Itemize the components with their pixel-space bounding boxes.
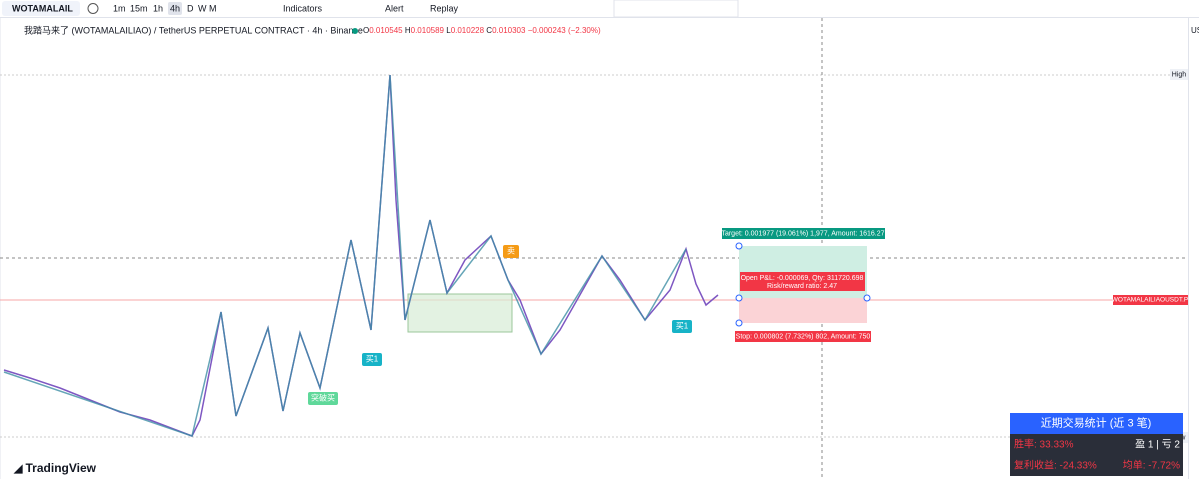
zigzag [3,74,719,437]
interval[interactable]: D [187,3,194,13]
legend-title: 我踏马来了 (WOTAMALAILIAO) / TetherUS PERPETU… [24,24,363,35]
c-label: C [486,26,492,35]
buy-label: 买1 [366,355,379,364]
logo-mark: ◢ [13,463,26,475]
legend-ohlc: O0.010545 H0.010589 L0.010228 C0.010303 … [363,26,601,35]
rr-text: Risk/reward ratio: 2.47 [767,283,837,290]
compound: 复利收益: -24.33% [1014,459,1097,472]
symbol-box[interactable] [2,1,80,16]
logo-text: TradingView [26,461,97,475]
toolbar [0,0,1199,17]
handle[interactable] [863,294,871,302]
zigzag-2 [3,74,687,437]
handle[interactable] [735,319,743,327]
breakout-label: 突破买 [311,393,335,403]
interval[interactable]: M [209,3,217,13]
alert[interactable]: Alert [385,3,404,13]
interval[interactable]: 4h [170,3,180,13]
interval[interactable]: 1m [113,3,126,13]
sell-marker [503,245,519,258]
pnl-text: Open P&L: -0.000069, Qty: 311720.698 [741,275,864,282]
range-box [407,293,513,333]
o-value: 0.010545 [369,26,403,35]
avg: 均单: -7.72% [1123,460,1180,472]
axis-unit: US [1191,26,1199,35]
drawing-toolbar [613,0,739,18]
stop-box [735,331,871,342]
h-value: 0.010589 [411,26,445,35]
target-text: Target: 0.001977 (19.061%) 1,977, Amount… [721,230,884,237]
breakout-marker [308,392,338,405]
pnl-box [740,272,865,291]
stats-title: 近期交易统计 (近 3 笔) [1041,415,1152,429]
sell-label: 卖 [507,247,515,256]
indicators[interactable]: Indicators [283,3,323,13]
h-label: H [405,26,411,35]
interval-selected [168,2,182,15]
handle[interactable] [735,294,743,302]
logo[interactable]: ◢ TradingView [13,461,97,475]
high-tag [1170,69,1188,80]
replay[interactable]: Replay [430,3,459,13]
stop-zone [739,298,867,323]
stats-body [1010,434,1183,476]
status-dot [352,28,358,34]
handle[interactable] [735,242,743,250]
buy-label-2: 买1 [676,322,689,331]
c-value: 0.010303 [492,26,526,35]
o-label: O [363,26,369,35]
l-label: L [446,26,451,35]
win-rate: 胜率: 33.33% [1014,438,1074,451]
win-loss: 盈 1 | 亏 2 [1135,439,1180,451]
interval[interactable]: W [198,3,207,13]
target-box [722,228,885,239]
stats-header [1010,413,1183,434]
buy-marker-2 [672,320,692,333]
change: −0.000243 (−2.30%) [528,26,601,35]
high-text: High [1172,71,1187,78]
interval[interactable]: 1h [153,3,163,13]
l-value: 0.010228 [451,26,485,35]
stop-text: Stop: 0.000802 (7.732%) 802, Amount: 750 [736,333,871,340]
symbol-tag-text: WOTAMALAILIAOUSDT.P [1112,297,1188,304]
symbol[interactable]: WOTAMALAIL [12,3,73,13]
symbol-tag [1113,295,1188,305]
buy-marker [362,353,382,366]
add-button[interactable] [87,3,99,14]
interval[interactable]: 15m [130,3,148,13]
